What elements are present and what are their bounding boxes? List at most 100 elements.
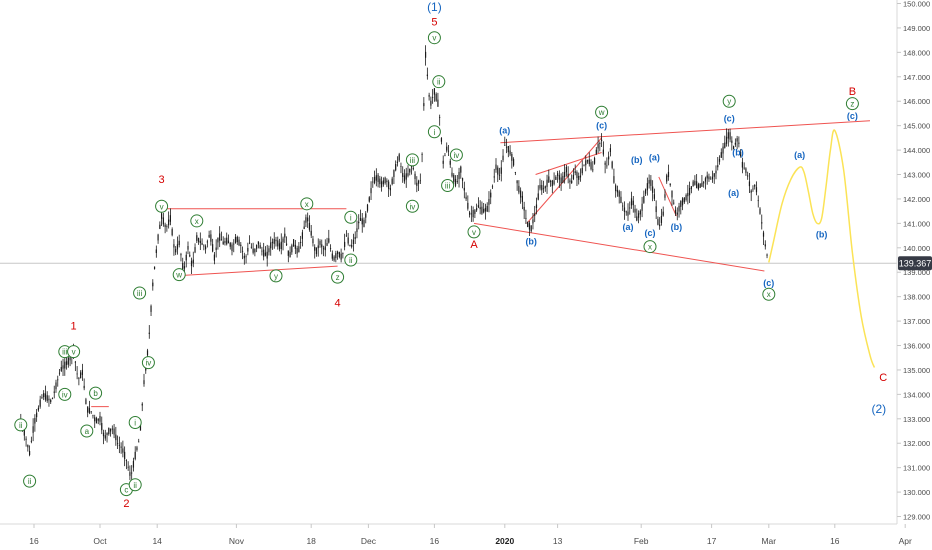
wave-label-circled[interactable]: v (67, 345, 81, 359)
candle-body (271, 241, 274, 244)
wave-label-circled[interactable]: x (190, 214, 204, 228)
trendline[interactable] (473, 222, 765, 272)
wave-label-circled[interactable]: i (427, 125, 441, 139)
wave-label-circled[interactable]: x (643, 240, 657, 254)
candle-body (509, 150, 511, 155)
wave-label-circled[interactable]: i (344, 210, 358, 224)
candle-body (102, 432, 105, 437)
candle-body (757, 200, 759, 202)
wave-label-circled[interactable]: b (89, 386, 103, 400)
candle-body (372, 181, 374, 183)
y-tick-label: 148.000 (903, 48, 930, 57)
wave-label[interactable]: (c) (596, 121, 607, 131)
trendline[interactable] (526, 137, 602, 224)
y-axis: 129.000 130.000 131.000 132.000 133.000 134.0… (896, 0, 932, 524)
candle-body (189, 254, 191, 257)
candle-body (491, 186, 494, 188)
wave-label[interactable]: (a) (728, 188, 739, 198)
wave-label[interactable]: (b) (816, 229, 828, 239)
candle-body (671, 190, 673, 198)
wave-label-ring (141, 356, 155, 370)
candle-body (595, 149, 597, 155)
candle-body (715, 170, 717, 174)
trendline[interactable] (658, 176, 677, 217)
wave-label-circled[interactable]: iv (141, 356, 155, 370)
wave-label-circled[interactable]: ii (432, 75, 446, 89)
wave-label-text: ii (19, 421, 23, 430)
wave-label[interactable]: (c) (847, 111, 858, 121)
candle-body (470, 213, 472, 215)
wave-label-circled[interactable]: i (128, 415, 142, 429)
wave-label[interactable]: (2) (871, 402, 886, 416)
wave-label-circled[interactable]: w (172, 268, 186, 282)
wave-label[interactable]: (b) (732, 148, 744, 158)
candle-body (268, 248, 270, 253)
wave-label[interactable]: (b) (671, 222, 683, 232)
wave-label[interactable]: 3 (159, 174, 165, 186)
candle-body (382, 180, 384, 185)
wave-label-circled[interactable]: iv (449, 148, 463, 162)
trendline[interactable] (500, 120, 871, 144)
wave-label-circled[interactable]: ii (23, 474, 37, 488)
candle-body (741, 161, 743, 168)
candle-body (104, 435, 106, 439)
candle-body (553, 180, 555, 185)
wave-label[interactable]: (a) (794, 150, 805, 160)
wave-label-circled[interactable]: v (427, 31, 441, 45)
wave-label[interactable]: (b) (525, 237, 537, 247)
wave-label[interactable]: (c) (645, 228, 656, 238)
wave-label[interactable]: (c) (763, 278, 774, 288)
candle-body (213, 254, 215, 261)
candle-body (458, 171, 460, 180)
wave-label[interactable]: (1) (427, 0, 442, 14)
wave-label[interactable]: (a) (649, 152, 660, 162)
candle-body (349, 245, 351, 247)
candle-body (190, 260, 193, 267)
y-tick-label: 133.000 (903, 415, 930, 424)
wave-label-circled[interactable]: ii (128, 478, 142, 492)
wave-label-circled[interactable]: y (722, 94, 736, 108)
wave-label-circled[interactable]: iv (405, 199, 419, 213)
wave-label[interactable]: C (879, 372, 887, 384)
wave-label[interactable]: 1 (71, 321, 77, 333)
trendline[interactable] (174, 265, 338, 277)
wave-label[interactable]: A (470, 239, 478, 251)
wave-label-circled[interactable]: iii (441, 179, 455, 193)
wave-label-circled[interactable]: x (300, 197, 314, 211)
wave-label-circled[interactable]: v (467, 225, 481, 239)
wave-label[interactable]: (b) (631, 155, 643, 165)
wave-label-circled[interactable]: z (845, 97, 859, 111)
wave-label[interactable]: 2 (123, 498, 129, 510)
candle-body (208, 234, 210, 238)
current-price-tag[interactable]: 139.367 (898, 256, 932, 271)
wave-label[interactable]: (a) (499, 126, 510, 136)
wave-label[interactable]: B (849, 86, 856, 98)
wave-label-circled[interactable]: iii (133, 286, 147, 300)
wave-label[interactable]: (a) (623, 222, 634, 232)
wave-label-circled[interactable]: ii (344, 253, 358, 267)
wave-label-circled[interactable]: y (269, 269, 283, 283)
wave-label-circled[interactable]: iii (405, 153, 419, 167)
trendline[interactable] (535, 152, 602, 175)
candle-body (477, 205, 479, 208)
candle-body (120, 446, 122, 448)
wave-label-circled[interactable]: iv (58, 387, 72, 401)
wave-label-circled[interactable]: ii (14, 418, 28, 432)
candle-body (748, 181, 751, 187)
wave-label-circled[interactable]: v (155, 199, 169, 213)
candle-body (352, 239, 355, 245)
wave-label-circled[interactable]: w (595, 105, 609, 119)
candle-body (101, 423, 103, 431)
wave-label[interactable]: 5 (431, 16, 437, 28)
candle-body (623, 207, 626, 212)
wave-label-circled[interactable]: a (80, 424, 94, 438)
candle-body (388, 181, 390, 189)
candle-body (736, 138, 738, 142)
candle-body (560, 177, 562, 184)
candle-body (484, 207, 487, 212)
candle-body (157, 234, 159, 241)
wave-label-circled[interactable]: x (762, 287, 776, 301)
wave-label[interactable]: (c) (724, 113, 735, 123)
wave-label-circled[interactable]: z (331, 270, 345, 284)
wave-label[interactable]: 4 (335, 297, 341, 309)
